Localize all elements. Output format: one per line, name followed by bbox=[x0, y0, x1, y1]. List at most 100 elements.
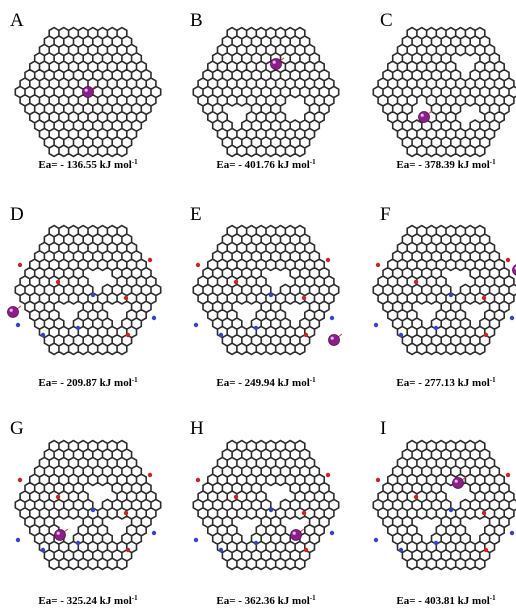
panel-letter: A bbox=[10, 10, 24, 31]
energy-label: Ea= - 401.76 kJ mol-1 bbox=[216, 158, 316, 171]
heteroatom bbox=[124, 511, 128, 515]
graphene-lattice bbox=[193, 28, 338, 157]
heteroatom bbox=[434, 541, 438, 545]
heteroatom bbox=[234, 280, 238, 284]
adsorbed-atom bbox=[83, 87, 94, 98]
heteroatom bbox=[506, 473, 510, 477]
figure: AEa= - 136.55 kJ mol-1BEa= - 401.76 kJ m… bbox=[0, 0, 516, 609]
panel-letter: E bbox=[190, 204, 202, 225]
heteroatom bbox=[148, 473, 152, 477]
energy-unit-exponent: -1 bbox=[310, 158, 316, 166]
energy-label: Ea= - 277.13 kJ mol-1 bbox=[396, 376, 496, 389]
heteroatom bbox=[18, 263, 22, 267]
heteroatom bbox=[330, 316, 334, 320]
heteroatom bbox=[254, 541, 258, 545]
energy-unit-exponent: -1 bbox=[310, 594, 316, 602]
atom-highlight bbox=[331, 337, 334, 340]
heteroatom bbox=[304, 333, 308, 337]
heteroatom bbox=[56, 495, 60, 499]
graphene-lattice bbox=[193, 441, 338, 570]
energy-text: Ea= - 403.81 kJ mol bbox=[396, 595, 489, 607]
panel: E Ea= - 249.94 kJ mol-1 bbox=[190, 204, 342, 389]
heteroatom bbox=[269, 508, 273, 512]
panel-letter: C bbox=[380, 10, 393, 31]
panel: A Ea= - 136.55 kJ mol-1 bbox=[10, 10, 161, 171]
heteroatom bbox=[326, 258, 330, 262]
panel-letter: I bbox=[380, 418, 386, 439]
heteroatom bbox=[148, 258, 152, 262]
heteroatom bbox=[41, 333, 45, 337]
atom-highlight bbox=[57, 532, 60, 535]
heteroatom bbox=[196, 478, 200, 482]
panel: FEa= - 277.13 kJ mol-1 bbox=[373, 204, 516, 389]
heteroatom bbox=[376, 263, 380, 267]
heteroatom bbox=[374, 538, 378, 542]
heteroatom bbox=[41, 548, 45, 552]
panel: GEa= - 325.24 kJ mol-1 bbox=[10, 418, 161, 607]
energy-unit-exponent: -1 bbox=[490, 594, 496, 602]
energy-label: Ea= - 378.39 kJ mol-1 bbox=[396, 158, 496, 171]
adsorbed-atom bbox=[329, 335, 340, 346]
heteroatom bbox=[194, 538, 198, 542]
energy-label: Ea= - 249.94 kJ mol-1 bbox=[216, 376, 316, 389]
heteroatom bbox=[510, 316, 514, 320]
heteroatom bbox=[152, 531, 156, 535]
heteroatom bbox=[326, 473, 330, 477]
adsorbed-atom bbox=[453, 478, 464, 489]
heteroatom bbox=[152, 316, 156, 320]
atom-highlight bbox=[10, 309, 13, 312]
graphene-lattice bbox=[373, 226, 516, 355]
energy-text: Ea= - 401.76 kJ mol bbox=[216, 159, 309, 171]
graphene-lattice bbox=[373, 28, 516, 157]
energy-unit-exponent: -1 bbox=[132, 376, 138, 384]
atom-highlight bbox=[293, 532, 296, 535]
heteroatom bbox=[434, 326, 438, 330]
energy-unit-exponent: -1 bbox=[490, 158, 496, 166]
energy-unit-exponent: -1 bbox=[490, 376, 496, 384]
energy-label: Ea= - 362.36 kJ mol-1 bbox=[216, 594, 316, 607]
energy-text: Ea= - 277.13 kJ mol bbox=[396, 377, 489, 389]
graphene-lattice bbox=[15, 441, 160, 570]
energy-label: Ea= - 136.55 kJ mol-1 bbox=[38, 158, 138, 171]
energy-label: Ea= - 325.24 kJ mol-1 bbox=[38, 594, 138, 607]
heteroatom bbox=[449, 293, 453, 297]
panel: BEa= - 401.76 kJ mol-1 bbox=[190, 10, 339, 171]
heteroatom bbox=[506, 258, 510, 262]
heteroatom bbox=[304, 548, 308, 552]
panel: C Ea= - 378.39 kJ mol-1 bbox=[373, 10, 516, 171]
atom-highlight bbox=[85, 89, 88, 92]
energy-text: Ea= - 325.24 kJ mol bbox=[38, 595, 131, 607]
panel-letter: D bbox=[10, 204, 24, 225]
adsorbed-atom bbox=[513, 265, 516, 276]
energy-unit-exponent: -1 bbox=[310, 376, 316, 384]
heteroatom bbox=[374, 323, 378, 327]
panel: HEa= - 362.36 kJ mol-1 bbox=[190, 418, 339, 607]
heteroatom bbox=[254, 326, 258, 330]
heteroatom bbox=[482, 296, 486, 300]
energy-text: Ea= - 362.36 kJ mol bbox=[216, 595, 309, 607]
heteroatom bbox=[482, 511, 486, 515]
energy-text: Ea= - 136.55 kJ mol bbox=[38, 159, 131, 171]
heteroatom bbox=[126, 333, 130, 337]
panel: D Ea= - 209.87 kJ mol-1 bbox=[8, 204, 161, 389]
heteroatom bbox=[16, 538, 20, 542]
adsorbed-atom bbox=[271, 59, 282, 70]
heteroatom bbox=[484, 333, 488, 337]
heteroatom bbox=[302, 511, 306, 515]
heteroatom bbox=[399, 333, 403, 337]
heteroatom bbox=[126, 548, 130, 552]
atom-highlight bbox=[273, 61, 276, 64]
graphene-lattice bbox=[193, 226, 338, 355]
heteroatom bbox=[76, 326, 80, 330]
heteroatom bbox=[56, 280, 60, 284]
energy-label: Ea= - 209.87 kJ mol-1 bbox=[38, 376, 138, 389]
energy-text: Ea= - 249.94 kJ mol bbox=[216, 377, 309, 389]
energy-label: Ea= - 403.81 kJ mol-1 bbox=[396, 594, 496, 607]
heteroatom bbox=[196, 263, 200, 267]
heteroatom bbox=[194, 323, 198, 327]
heteroatom bbox=[91, 508, 95, 512]
heteroatom bbox=[219, 548, 223, 552]
heteroatom bbox=[414, 280, 418, 284]
energy-unit-exponent: -1 bbox=[132, 158, 138, 166]
heteroatom bbox=[234, 495, 238, 499]
